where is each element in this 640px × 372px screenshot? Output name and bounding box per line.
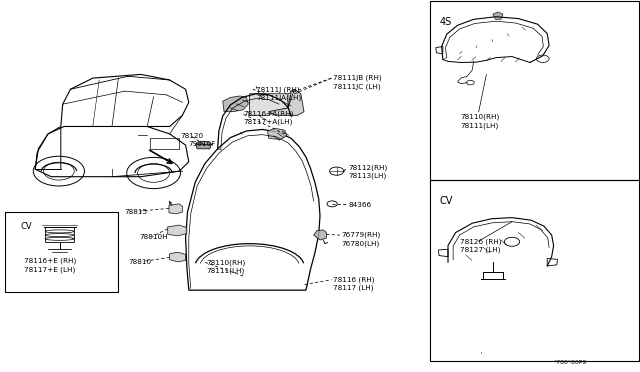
Text: 78111(LH): 78111(LH) xyxy=(461,122,499,129)
Text: CV: CV xyxy=(440,196,453,206)
Text: 78110(RH): 78110(RH) xyxy=(206,259,245,266)
Polygon shape xyxy=(314,230,326,240)
Text: 78117+E (LH): 78117+E (LH) xyxy=(24,266,76,273)
Bar xyxy=(5,212,118,292)
Text: 78126 (RH): 78126 (RH) xyxy=(460,238,501,245)
Polygon shape xyxy=(170,252,186,262)
Text: 78815: 78815 xyxy=(125,209,148,215)
Polygon shape xyxy=(268,128,287,140)
Polygon shape xyxy=(196,141,211,149)
Text: 78120: 78120 xyxy=(180,133,204,139)
Polygon shape xyxy=(250,94,288,115)
Text: 78112(RH): 78112(RH) xyxy=(349,164,388,171)
Bar xyxy=(45,227,74,242)
Text: 78116 (RH): 78116 (RH) xyxy=(333,276,374,283)
Text: *780*00P9: *780*00P9 xyxy=(554,360,587,365)
Text: 78111JC (LH): 78111JC (LH) xyxy=(333,83,380,90)
Text: 84366: 84366 xyxy=(349,202,372,208)
Text: 78111JB (RH): 78111JB (RH) xyxy=(333,75,381,81)
Text: 79910F: 79910F xyxy=(189,141,216,147)
Polygon shape xyxy=(223,96,248,112)
Text: 78810H: 78810H xyxy=(140,234,168,240)
Polygon shape xyxy=(493,12,503,19)
Text: 78110(RH): 78110(RH) xyxy=(461,114,500,121)
Text: 78810: 78810 xyxy=(128,259,151,265)
Text: 78111J (RH): 78111J (RH) xyxy=(256,86,300,93)
Text: 78113(LH): 78113(LH) xyxy=(349,172,387,179)
Polygon shape xyxy=(269,89,304,115)
Text: 4S: 4S xyxy=(440,17,452,27)
Text: 76780(LH): 76780(LH) xyxy=(341,240,380,247)
Bar xyxy=(430,1,639,180)
Text: 78117 (LH): 78117 (LH) xyxy=(333,285,373,291)
Polygon shape xyxy=(168,225,187,236)
Text: 78111(LH): 78111(LH) xyxy=(206,267,244,274)
Polygon shape xyxy=(169,204,182,214)
Text: 78116+E (RH): 78116+E (RH) xyxy=(24,258,77,264)
Text: 78127 (LH): 78127 (LH) xyxy=(460,247,500,253)
Text: 76779(RH): 76779(RH) xyxy=(341,232,380,238)
Bar xyxy=(430,180,639,361)
Text: 78111JA(LH): 78111JA(LH) xyxy=(256,94,301,101)
Bar xyxy=(150,138,179,149)
Text: CV: CV xyxy=(20,222,32,231)
Text: 78116+A(RH): 78116+A(RH) xyxy=(243,110,294,117)
Text: 78117+A(LH): 78117+A(LH) xyxy=(243,118,292,125)
